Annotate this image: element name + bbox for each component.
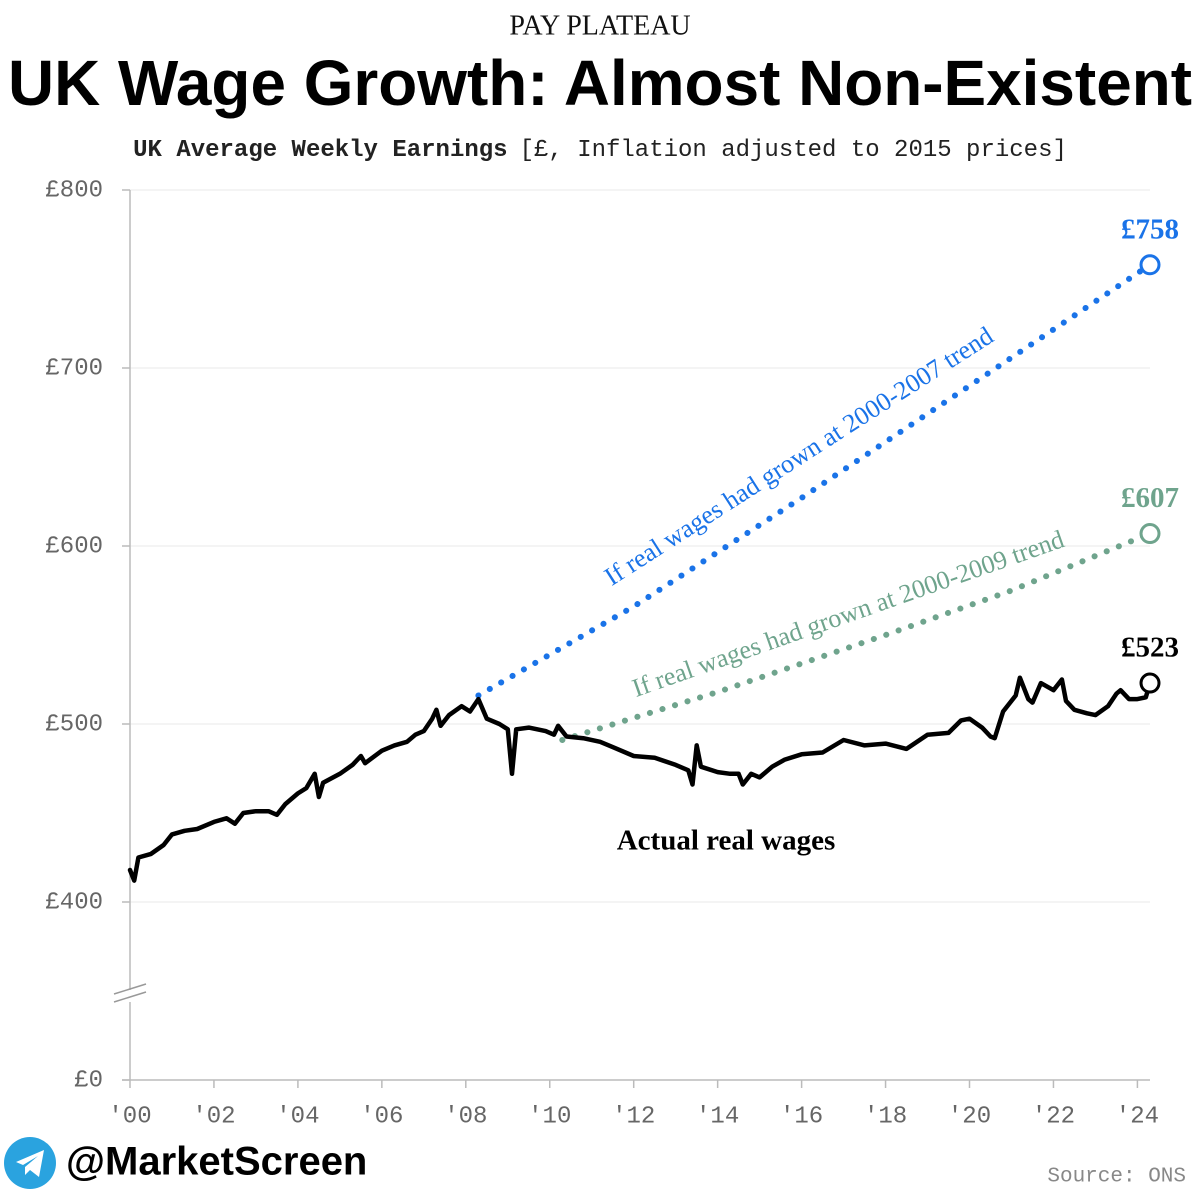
x-tick-label: '16 — [780, 1103, 823, 1130]
x-tick-label: '14 — [696, 1103, 739, 1130]
subtitle: UK Average Weekly Earnings [£, Inflation … — [133, 137, 1067, 164]
y-tick-label: £600 — [45, 533, 103, 560]
kicker: PAY PLATEAU — [509, 10, 690, 41]
x-tick-label: '06 — [360, 1103, 403, 1130]
axis-break — [113, 991, 147, 1003]
x-tick-label: '22 — [1032, 1103, 1075, 1130]
axis-break — [113, 983, 147, 995]
x-tick-label: '08 — [444, 1103, 487, 1130]
source: Source: ONS — [1047, 1166, 1186, 1189]
x-tick-label: '24 — [1116, 1103, 1159, 1130]
x-tick-label: '20 — [948, 1103, 991, 1130]
x-tick-label: '04 — [276, 1103, 319, 1130]
handle: @MarketScreen — [66, 1140, 367, 1184]
series-label: Actual real wages — [617, 825, 836, 857]
end-label: £607 — [1121, 482, 1179, 514]
end-marker — [1139, 523, 1161, 545]
chart-title: UK Wage Growth: Almost Non-Existent — [8, 47, 1192, 119]
end-marker — [1139, 254, 1161, 276]
series-label: If real wages had grown at 2000-2009 tre… — [628, 524, 1067, 702]
x-tick-label: '02 — [192, 1103, 235, 1130]
end-label: £758 — [1121, 213, 1179, 245]
y-tick-label: £700 — [45, 355, 103, 382]
y-tick-label: £800 — [45, 177, 103, 204]
x-tick-label: '18 — [864, 1103, 907, 1130]
end-label: £523 — [1121, 632, 1179, 664]
series-line — [127, 675, 1153, 883]
subtitle-bold: UK Average Weekly Earnings — [133, 137, 507, 164]
y-tick-label: £500 — [45, 711, 103, 738]
x-tick-label: '10 — [528, 1103, 571, 1130]
series-line — [559, 530, 1153, 743]
subtitle-rest: [£, Inflation adjusted to 2015 prices] — [520, 137, 1067, 164]
series-line — [475, 261, 1153, 699]
end-marker — [1139, 672, 1161, 694]
telegram-icon — [4, 1137, 56, 1189]
y-tick-label: £400 — [45, 889, 103, 916]
x-tick-label: '12 — [612, 1103, 655, 1130]
y-tick-label: £0 — [74, 1067, 103, 1094]
x-tick-label: '00 — [108, 1103, 151, 1130]
series-label: If real wages had grown at 2000-2007 tre… — [599, 321, 998, 591]
